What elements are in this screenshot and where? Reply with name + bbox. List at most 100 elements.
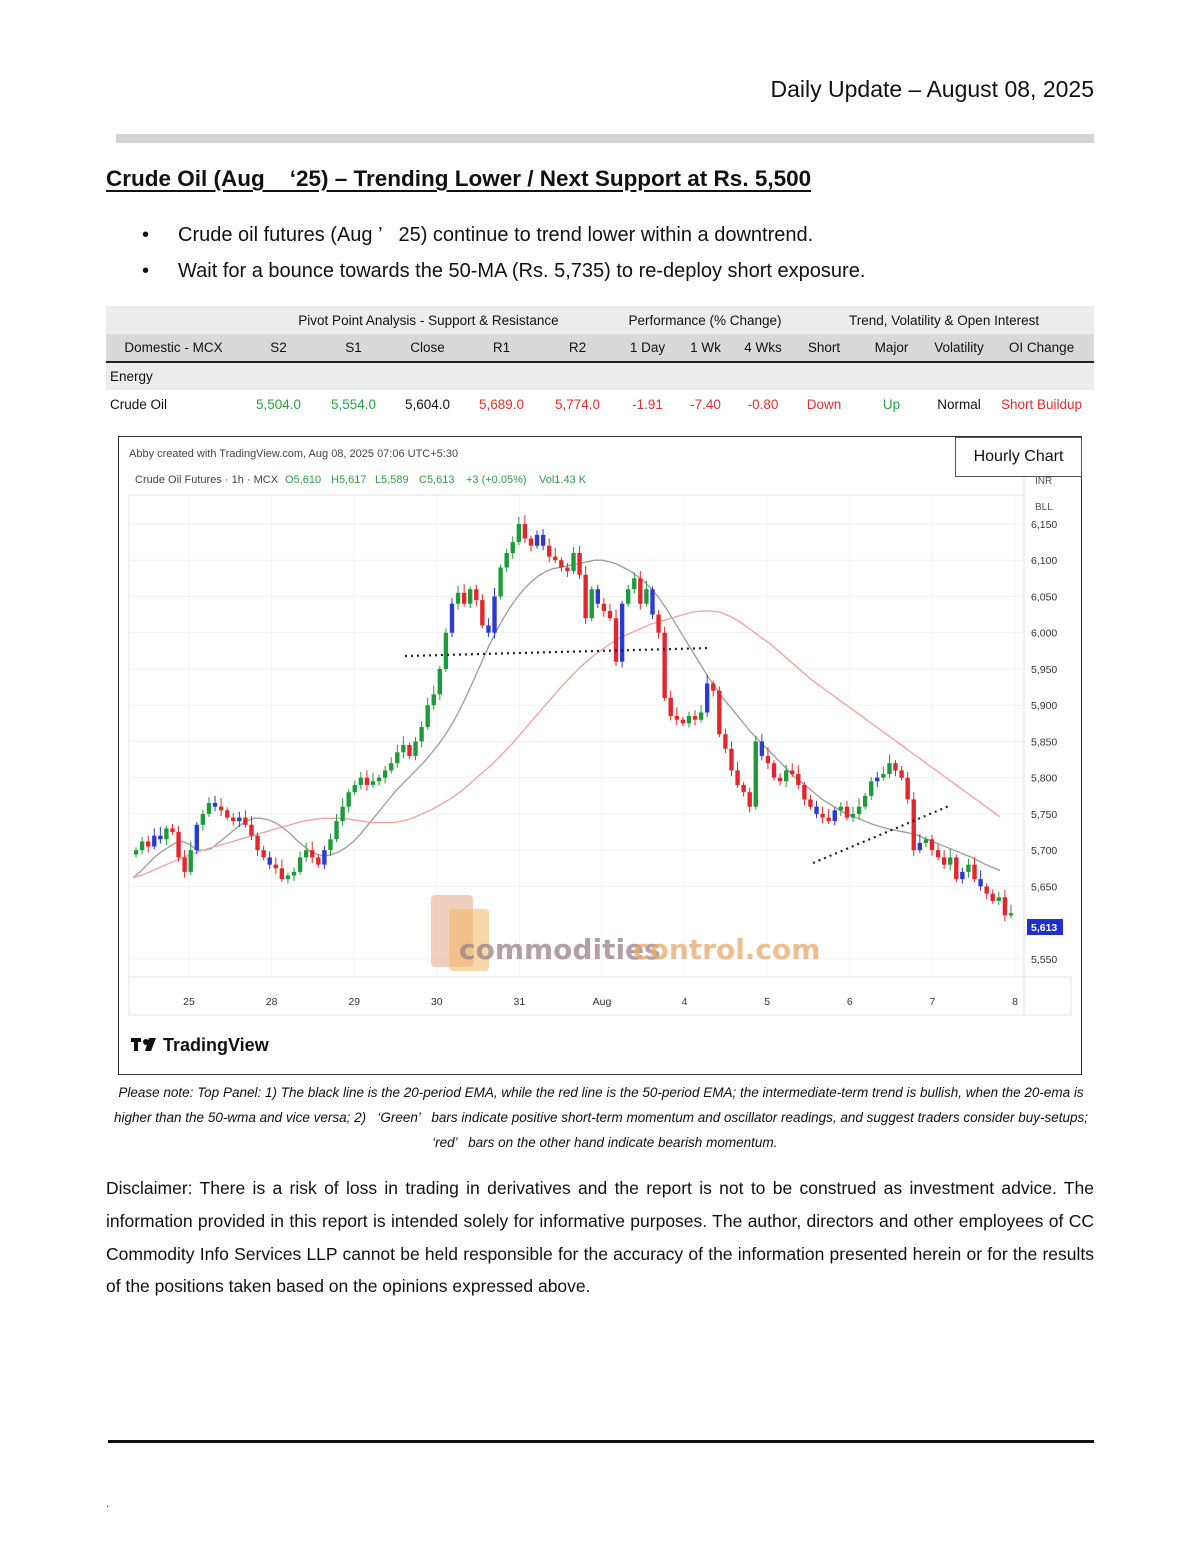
candle xyxy=(887,754,892,779)
candle xyxy=(431,685,436,710)
candle xyxy=(212,795,218,812)
candle xyxy=(644,580,649,607)
candle xyxy=(941,850,947,870)
candle-body xyxy=(862,795,868,807)
y-tick-label: 5,750 xyxy=(1031,809,1057,821)
y-tick-label: 5,700 xyxy=(1031,845,1057,857)
candle xyxy=(243,810,248,828)
candle xyxy=(686,711,692,728)
candle-body xyxy=(607,610,613,619)
candle-body xyxy=(522,523,528,539)
candle-body xyxy=(802,784,807,800)
candle xyxy=(917,834,923,854)
cell-1day: -1.91 xyxy=(616,390,679,418)
candle-body xyxy=(820,813,825,818)
candle-body xyxy=(468,589,473,604)
candle xyxy=(492,587,497,639)
candle xyxy=(613,609,619,667)
candle-body xyxy=(480,600,485,626)
x-tick-label: Aug xyxy=(593,996,612,1008)
candle-body xyxy=(899,770,904,778)
candle-body xyxy=(796,774,801,785)
candle xyxy=(747,787,752,813)
cell-instrument: Crude Oil xyxy=(106,390,241,418)
tradingview-logo-text: TradingView xyxy=(163,1035,270,1055)
candle xyxy=(358,771,364,790)
candle xyxy=(261,845,266,861)
candle-body xyxy=(972,864,977,880)
ohlc-volume: Vol1.43 K xyxy=(539,474,587,486)
candle-body xyxy=(565,567,570,572)
candle xyxy=(455,585,461,610)
candle-body xyxy=(212,803,218,807)
candle-body xyxy=(425,705,430,727)
candle-body xyxy=(328,839,333,851)
ohlc-high: H5,617 xyxy=(331,474,366,486)
candle-body xyxy=(182,857,187,872)
candle-body xyxy=(297,857,303,872)
candle-body xyxy=(370,781,376,785)
candle-body xyxy=(243,817,248,825)
x-tick-label: 8 xyxy=(1012,996,1018,1008)
candle-body xyxy=(771,763,777,778)
candle xyxy=(328,833,333,856)
footer-mark: . xyxy=(106,1496,110,1510)
last-price-text: 5,613 xyxy=(1031,922,1057,934)
candle xyxy=(291,867,297,882)
candle xyxy=(869,776,874,801)
created-line: Abby created with TradingView.com, Aug 0… xyxy=(129,448,458,460)
candle xyxy=(856,797,862,820)
chart-frame: commodities control.com 6,150 6,100 6,050 6… xyxy=(118,436,1082,1075)
candle-body xyxy=(176,832,181,858)
candle xyxy=(796,765,801,790)
candle-body xyxy=(613,618,619,662)
candle xyxy=(735,761,740,788)
candle xyxy=(990,889,995,904)
candle-body xyxy=(146,841,151,847)
candle-body xyxy=(461,592,467,604)
candle xyxy=(759,734,765,761)
candle-body xyxy=(747,792,752,807)
candle-body xyxy=(164,828,169,840)
candle-body xyxy=(455,592,461,604)
candle xyxy=(540,529,546,551)
candle xyxy=(960,867,965,884)
candle xyxy=(206,797,212,817)
candle xyxy=(231,813,236,826)
candle-body xyxy=(960,871,965,880)
candle xyxy=(510,536,515,559)
col-header: S2 xyxy=(241,334,316,363)
y-tick-label: 6,050 xyxy=(1031,591,1057,603)
candle-body xyxy=(595,589,600,604)
x-tick-label: 29 xyxy=(348,996,360,1008)
candle xyxy=(449,597,455,638)
candle xyxy=(771,760,777,781)
x-tick-label: 7 xyxy=(929,996,935,1008)
candle xyxy=(692,710,698,726)
candle xyxy=(158,826,163,844)
candle xyxy=(303,842,309,862)
candle-body xyxy=(698,712,704,720)
candle-body xyxy=(401,745,406,753)
candle xyxy=(820,806,825,824)
candle-body xyxy=(200,813,206,825)
candle-body xyxy=(759,741,765,756)
candle xyxy=(753,735,758,810)
candle xyxy=(200,809,206,831)
candle xyxy=(182,850,187,878)
candle-body xyxy=(534,534,540,546)
candle-body xyxy=(589,589,594,619)
candle xyxy=(547,538,552,563)
trend-dotted-line xyxy=(812,804,950,865)
candle-body xyxy=(547,545,552,557)
ema-20-line xyxy=(132,559,1001,879)
candle-body xyxy=(717,690,722,735)
candle xyxy=(978,870,983,891)
cell-oi-change: Short Buildup xyxy=(989,390,1095,418)
candle-body xyxy=(310,850,315,858)
candle-body xyxy=(753,741,758,807)
candle-body xyxy=(486,625,491,633)
candle-body xyxy=(814,806,819,814)
candle-body xyxy=(929,839,935,851)
price-chart: commodities control.com 6,150 6,100 6,050 6… xyxy=(128,448,1072,1055)
